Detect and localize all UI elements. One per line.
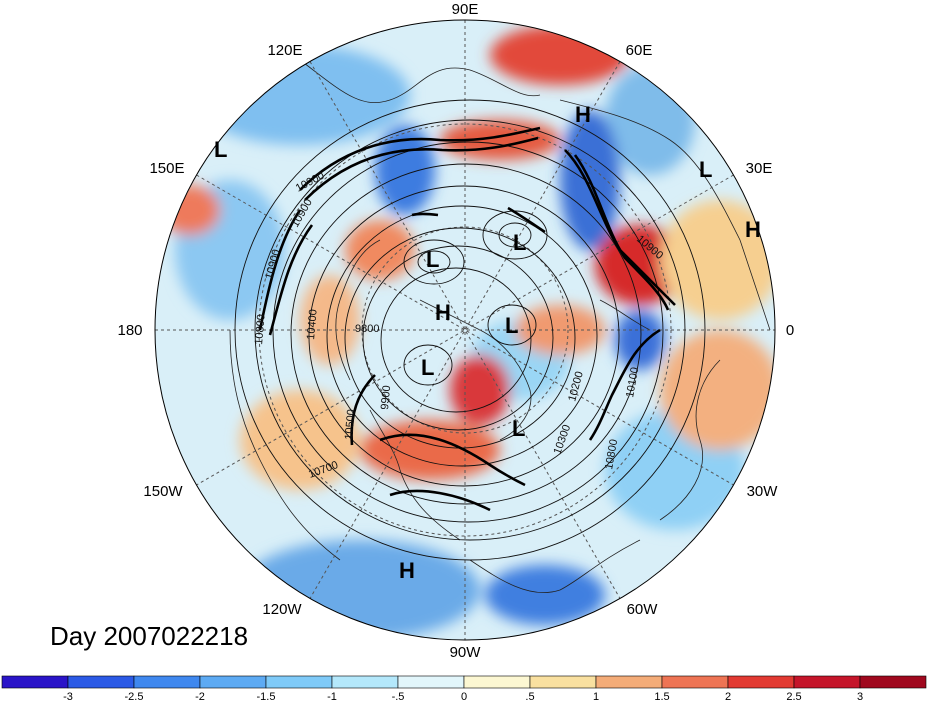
colorbar-tick-label: -2.5	[125, 691, 144, 702]
pressure-center-label: H	[745, 217, 761, 242]
map-boundary	[154, 19, 776, 641]
contour-label: 10800	[603, 438, 620, 470]
longitude-label: 60E	[626, 42, 653, 59]
pressure-center-label: H	[575, 102, 591, 127]
colorbar-box	[793, 675, 861, 689]
longitude-label: 90W	[450, 644, 482, 661]
colorbar-tick-label: 3	[857, 691, 863, 702]
contour-label: 10500	[343, 409, 358, 441]
colorbar-tick-label: .5	[525, 691, 534, 702]
colorbar-tick-label: -1.5	[257, 691, 276, 702]
colorbar-box	[727, 675, 795, 689]
pressure-center-label: L	[426, 247, 439, 272]
longitude-label: 150E	[149, 160, 184, 177]
colorbar-tick-label: 2	[725, 691, 731, 702]
pressure-center-label: H	[399, 558, 415, 583]
colorbar-tick-label: 1.5	[654, 691, 669, 702]
contour-label: 10400	[305, 309, 320, 341]
colorbar-box	[463, 675, 531, 689]
colorbar-box	[199, 675, 267, 689]
contour-label: 9800	[355, 323, 379, 335]
colorbar: -3 -2.5 -2 -1.5 -1 -.5 0 .5 1 1.5 2 2.5 3	[1, 675, 927, 702]
longitude-label: 180	[117, 322, 142, 339]
pressure-center-label: L	[513, 230, 526, 255]
colorbar-box	[397, 675, 465, 689]
colorbar-box	[595, 675, 663, 689]
pressure-centers: L H L H L L H L L L H	[214, 102, 761, 583]
colorbar-tick-label: 0	[461, 691, 467, 702]
colorbar-tick-label: -3	[63, 691, 73, 702]
longitude-label: 90E	[452, 1, 479, 18]
longitude-label: 120W	[262, 601, 302, 618]
colorbar-box	[265, 675, 333, 689]
colorbar-box	[1, 675, 69, 689]
contour-label: 10800	[253, 314, 268, 346]
colorbar-box	[529, 675, 597, 689]
contour-label: 10100	[624, 366, 641, 398]
colorbar-box	[859, 675, 927, 689]
map-title: Day 2007022218	[50, 621, 248, 651]
longitude-label: 150W	[143, 483, 183, 500]
longitude-label: 30E	[746, 160, 773, 177]
colorbar-tick-label: -2	[195, 691, 205, 702]
longitude-label: 120E	[267, 42, 302, 59]
colorbar-box	[661, 675, 729, 689]
pressure-center-label: L	[421, 355, 434, 380]
colorbar-tick-label: -1	[327, 691, 337, 702]
colorbar-tick-label: 1	[593, 691, 599, 702]
colorbar-box	[67, 675, 135, 689]
colorbar-boxes	[1, 675, 927, 689]
colorbar-tick-label: -.5	[392, 691, 405, 702]
colorbar-box	[133, 675, 201, 689]
coastlines	[229, 59, 771, 594]
colorbar-tick-label: 2.5	[786, 691, 801, 702]
anomaly-shading	[155, 20, 775, 640]
jet-contours	[258, 126, 676, 512]
longitude-label: 0	[786, 322, 794, 339]
colorbar-ticks: -3 -2.5 -2 -1.5 -1 -.5 0 .5 1 1.5 2 2.5 3	[63, 691, 863, 702]
longitude-labels: 90E 60E 30E 0 30W 60W 90W 120W 150W 180 …	[117, 1, 794, 661]
longitude-label: 60W	[627, 601, 659, 618]
pressure-center-label: H	[435, 300, 451, 325]
pressure-center-label: L	[512, 416, 525, 441]
pressure-center-label: L	[505, 313, 518, 338]
pressure-center-label: L	[699, 157, 712, 182]
longitude-label: 30W	[747, 483, 779, 500]
contour-label: 9900	[379, 385, 393, 410]
pressure-center-label: L	[214, 137, 227, 162]
colorbar-box	[331, 675, 399, 689]
